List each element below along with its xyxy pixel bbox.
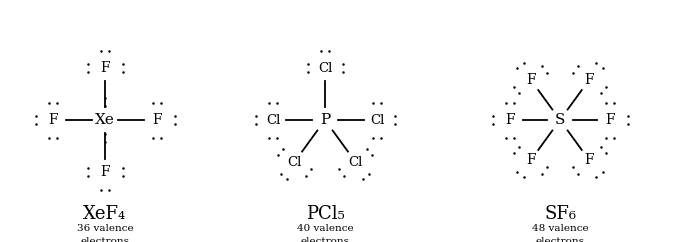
Text: F: F xyxy=(48,113,58,127)
Text: SF₆: SF₆ xyxy=(544,205,576,223)
Text: F: F xyxy=(526,153,535,167)
Text: F: F xyxy=(152,113,162,127)
Text: P: P xyxy=(320,113,330,127)
Text: F: F xyxy=(585,153,594,167)
Text: Cl: Cl xyxy=(370,113,384,127)
Text: F: F xyxy=(505,113,515,127)
Text: F: F xyxy=(605,113,615,127)
Text: F: F xyxy=(100,165,110,179)
Text: S: S xyxy=(555,113,565,127)
Text: 36 valence
electrons: 36 valence electrons xyxy=(77,224,133,242)
Text: Cl: Cl xyxy=(348,156,362,169)
Text: XeF₄: XeF₄ xyxy=(84,205,127,223)
Text: 40 valence
electrons: 40 valence electrons xyxy=(297,224,353,242)
Text: F: F xyxy=(585,73,594,87)
Text: Xe: Xe xyxy=(95,113,115,127)
Text: F: F xyxy=(526,73,535,87)
Text: PCl₅: PCl₅ xyxy=(306,205,344,223)
Text: F: F xyxy=(100,61,110,75)
Text: Cl: Cl xyxy=(318,61,332,75)
Text: 48 valence
electrons: 48 valence electrons xyxy=(532,224,589,242)
Text: Cl: Cl xyxy=(288,156,302,169)
Text: Cl: Cl xyxy=(266,113,280,127)
